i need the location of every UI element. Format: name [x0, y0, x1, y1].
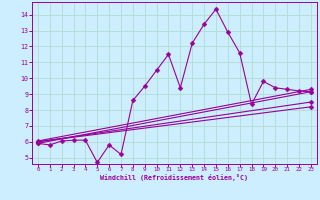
X-axis label: Windchill (Refroidissement éolien,°C): Windchill (Refroidissement éolien,°C): [100, 174, 248, 181]
